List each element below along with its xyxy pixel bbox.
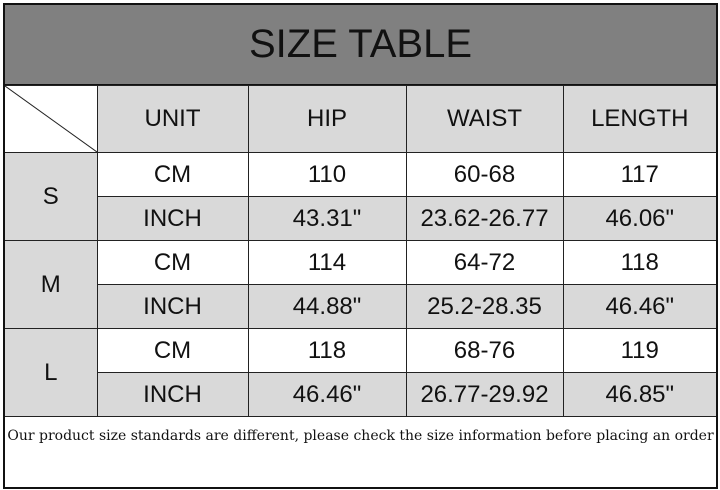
unit-cell: INCH — [96, 196, 249, 241]
unit-cell: CM — [96, 152, 249, 197]
length-cell: 46.06" — [562, 196, 716, 241]
hip-cell: 114 — [247, 240, 407, 285]
waist-cell: 64-72 — [405, 240, 564, 285]
size-label: L — [5, 328, 98, 417]
corner-cell — [5, 85, 98, 153]
table-row: L CM 118 68-76 119 — [5, 328, 716, 417]
header-hip: HIP — [247, 85, 407, 153]
waist-cell: 60-68 — [405, 152, 564, 197]
table-row: INCH 44.88" 25.2-28.35 46.46" — [5, 284, 716, 329]
length-cell: 46.46" — [562, 284, 716, 329]
unit-cell: INCH — [96, 284, 249, 329]
size-note: Our product size standards are different… — [7, 428, 714, 444]
header-length: LENGTH — [562, 85, 716, 153]
table-row: M CM 114 64-72 118 — [5, 240, 716, 329]
table-row: S CM 110 60-68 117 — [5, 152, 716, 241]
size-grid: UNIT HIP WAIST LENGTH S CM 110 60-68 117 INCH… — [5, 85, 716, 417]
hip-cell: 110 — [247, 152, 407, 197]
unit-cell: INCH — [96, 372, 249, 417]
hip-cell: 118 — [247, 328, 407, 373]
header-waist: WAIST — [405, 85, 564, 153]
header-row: UNIT HIP WAIST LENGTH — [5, 85, 716, 153]
length-cell: 119 — [562, 328, 716, 373]
diagonal-line — [5, 86, 97, 152]
waist-cell: 25.2-28.35 — [405, 284, 564, 329]
waist-cell: 26.77-29.92 — [405, 372, 564, 417]
hip-cell: 44.88" — [247, 284, 407, 329]
hip-cell: 43.31" — [247, 196, 407, 241]
table-row: INCH 43.31" 23.62-26.77 46.06" — [5, 196, 716, 241]
length-cell: 46.85" — [562, 372, 716, 417]
header-unit: UNIT — [96, 85, 249, 153]
length-cell: 118 — [562, 240, 716, 285]
unit-cell: CM — [96, 328, 249, 373]
size-label: S — [5, 152, 98, 241]
table-row: INCH 46.46" 26.77-29.92 46.85" — [5, 372, 716, 417]
table-title: SIZE TABLE — [5, 5, 716, 85]
waist-cell: 68-76 — [405, 328, 564, 373]
unit-cell: CM — [96, 240, 249, 285]
size-table: SIZE TABLE UNIT HIP WAIST LENGTH S CM 110 6… — [3, 3, 718, 489]
hip-cell: 46.46" — [247, 372, 407, 417]
size-label: M — [5, 240, 98, 329]
waist-cell: 23.62-26.77 — [405, 196, 564, 241]
length-cell: 117 — [562, 152, 716, 197]
